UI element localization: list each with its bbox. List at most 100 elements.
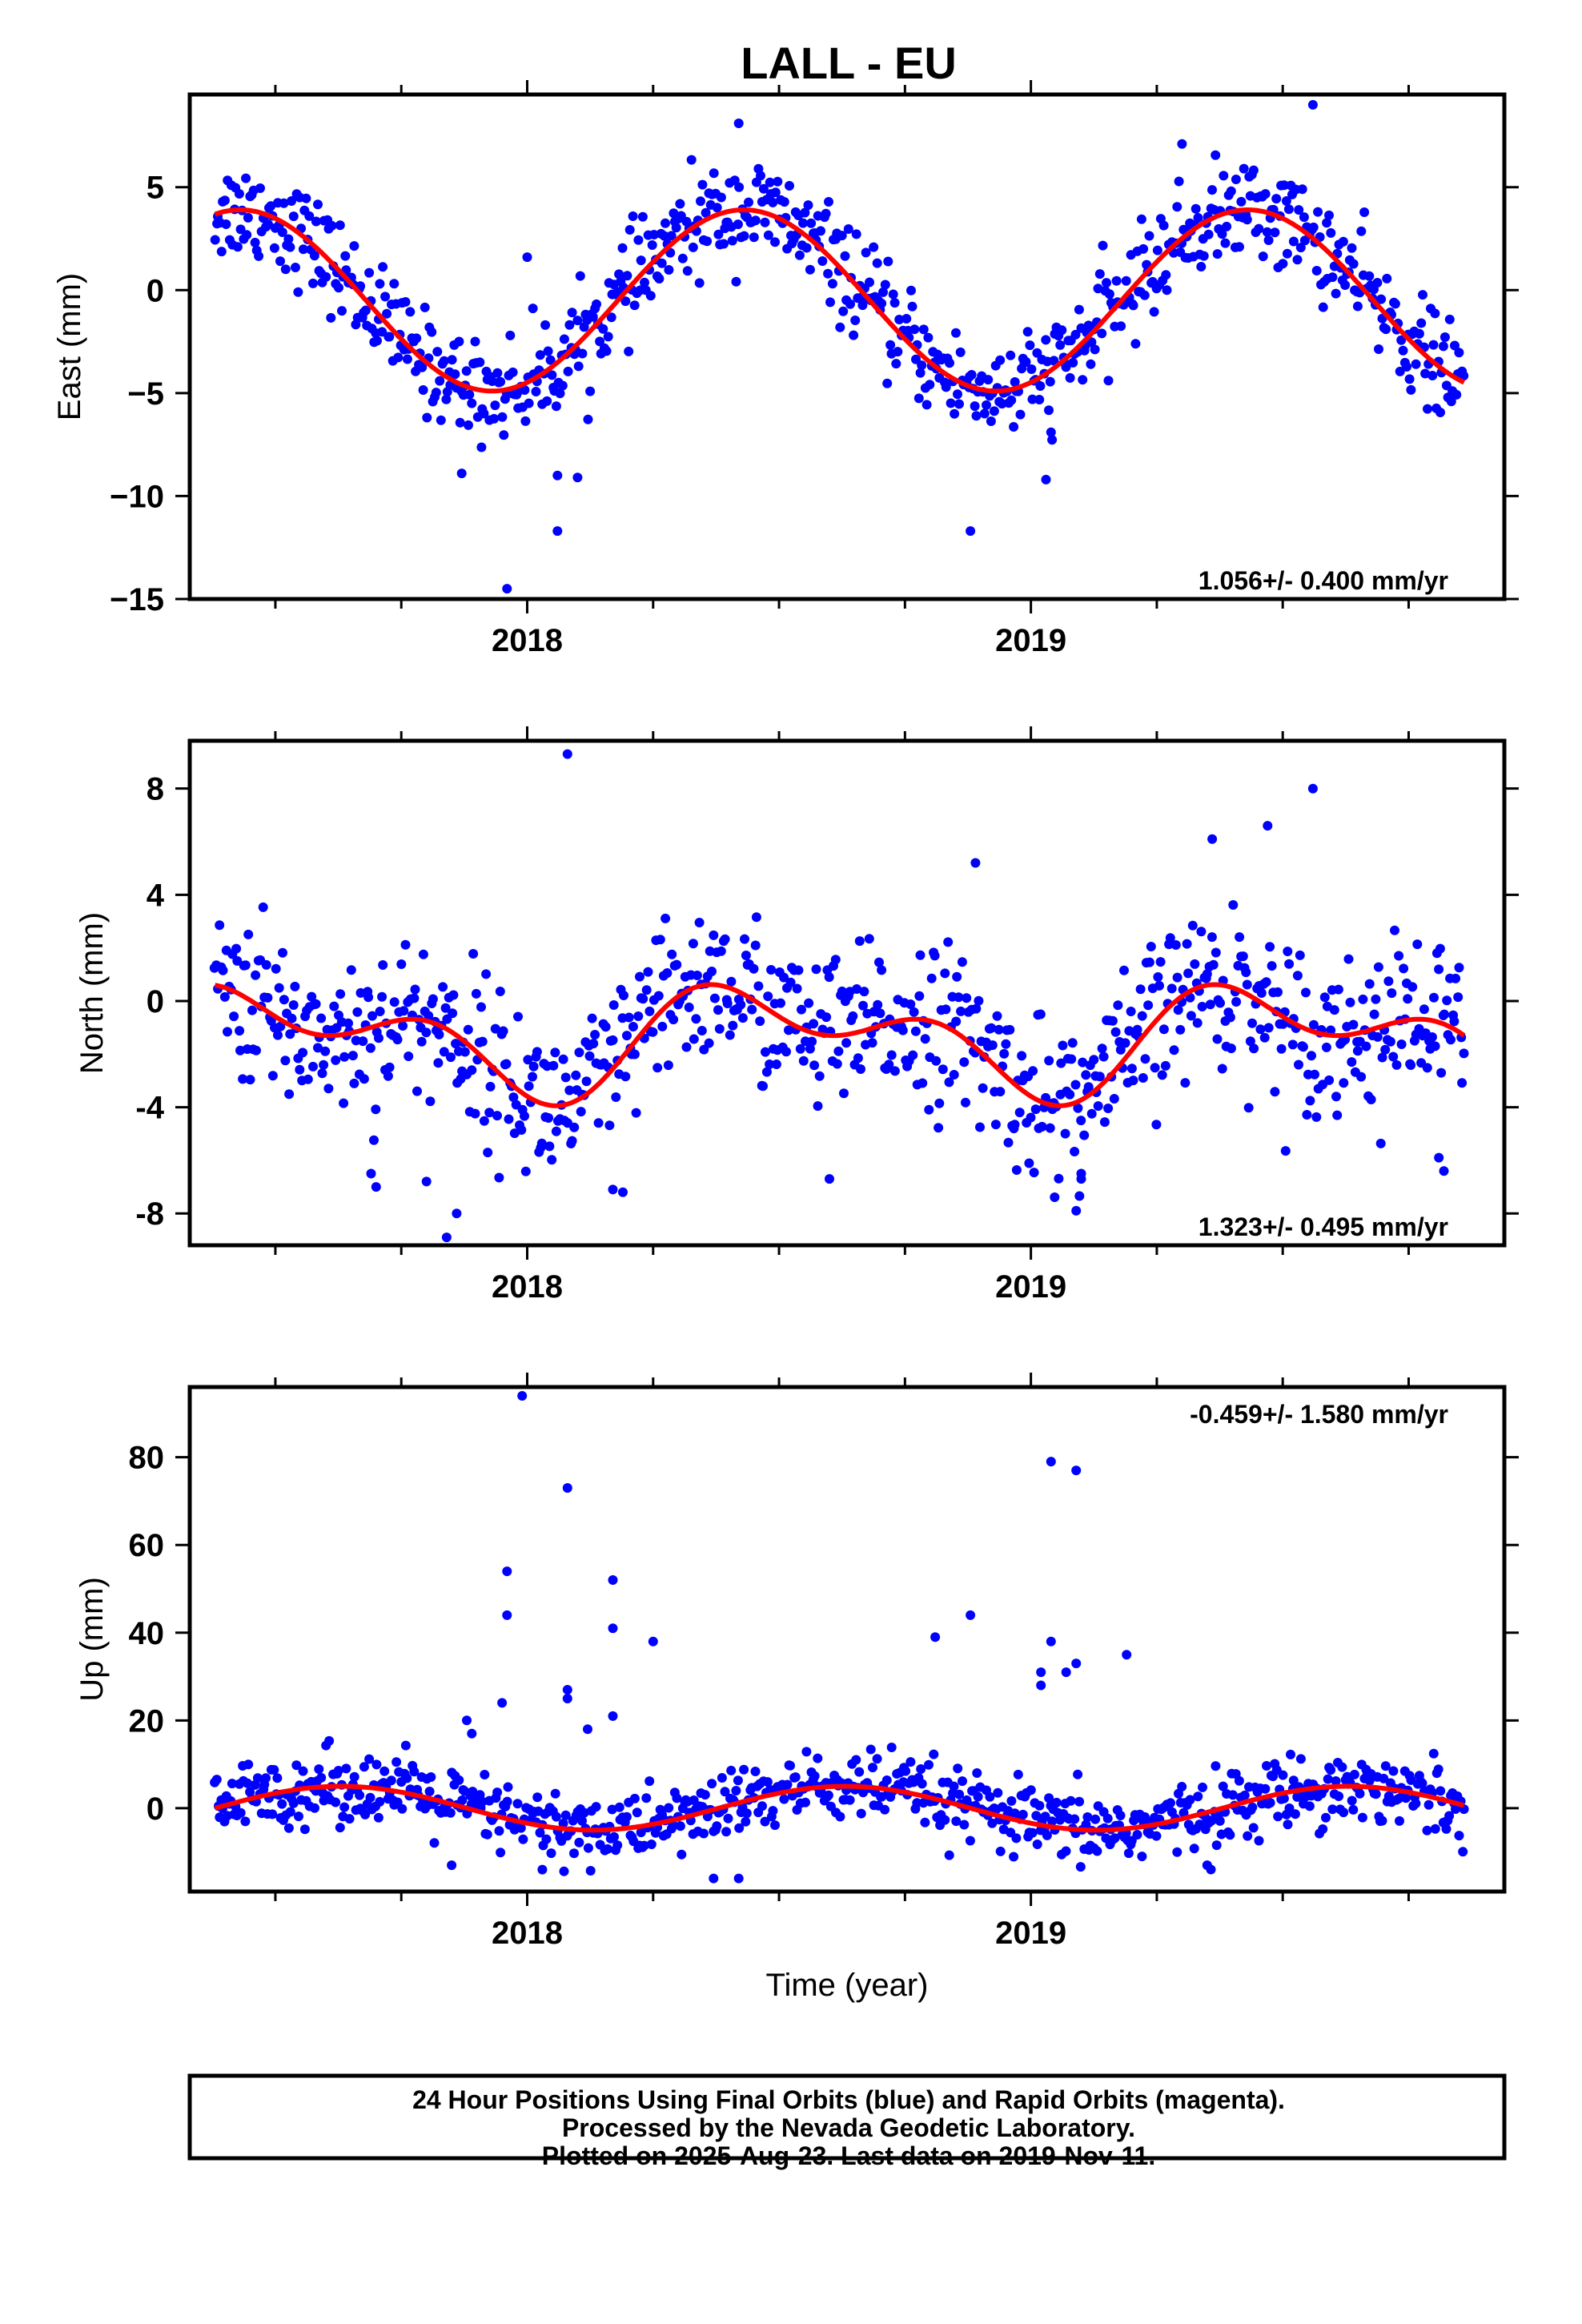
data-point xyxy=(1138,243,1149,254)
data-point xyxy=(878,287,888,297)
data-point xyxy=(365,1792,375,1803)
data-point xyxy=(1404,374,1415,384)
data-point xyxy=(692,971,702,980)
data-point xyxy=(869,242,879,252)
data-point xyxy=(734,182,745,192)
data-point-outlier xyxy=(371,1182,381,1192)
data-point xyxy=(335,220,345,231)
data-point xyxy=(1128,300,1138,311)
data-point xyxy=(953,1763,963,1774)
data-point xyxy=(672,959,682,970)
data-point xyxy=(1211,947,1221,958)
data-point xyxy=(1154,980,1164,991)
data-point xyxy=(773,176,783,187)
east-panel: 2018 2019 5 0 −5 −10 −15 East (mm) 1.056+/- 0.40… xyxy=(52,80,1519,658)
data-point-outlier xyxy=(467,1728,477,1739)
data-point xyxy=(608,1035,618,1045)
data-point xyxy=(633,235,644,245)
y-tick-label: 20 xyxy=(129,1703,165,1739)
y-tick-label: 0 xyxy=(147,984,164,1019)
data-point xyxy=(995,355,1006,365)
data-point xyxy=(544,1141,555,1152)
data-point xyxy=(1343,954,1354,964)
data-point xyxy=(479,1116,489,1126)
data-point xyxy=(1225,1830,1235,1840)
data-point xyxy=(1151,1120,1162,1130)
data-point xyxy=(1297,184,1307,195)
data-point xyxy=(1185,1795,1195,1805)
data-point xyxy=(905,999,916,1009)
data-point xyxy=(245,1075,255,1085)
data-point xyxy=(518,1834,528,1844)
data-point xyxy=(785,1760,795,1771)
data-point xyxy=(559,1866,569,1876)
data-point xyxy=(1178,1807,1189,1818)
data-point xyxy=(600,1022,611,1032)
data-point xyxy=(251,970,261,980)
data-point xyxy=(258,902,268,912)
data-point xyxy=(1010,1120,1020,1130)
data-point xyxy=(263,219,273,230)
data-point xyxy=(219,195,230,206)
data-point xyxy=(766,965,777,975)
data-point xyxy=(882,378,893,388)
data-point xyxy=(360,305,371,316)
data-point xyxy=(1331,1092,1341,1102)
data-point xyxy=(894,315,905,324)
data-point xyxy=(433,1058,444,1068)
data-point xyxy=(1422,1825,1432,1835)
data-point xyxy=(809,1019,819,1029)
data-point xyxy=(920,1034,930,1044)
y-axis-label: Up (mm) xyxy=(74,1577,110,1702)
data-point xyxy=(1126,1063,1137,1074)
data-point xyxy=(839,1088,849,1099)
data-point xyxy=(1225,1012,1235,1023)
data-point xyxy=(1321,1812,1331,1823)
data-point xyxy=(548,1060,559,1071)
data-point xyxy=(888,289,898,300)
data-point xyxy=(359,1762,369,1772)
data-point xyxy=(278,947,287,958)
data-point xyxy=(1326,1765,1336,1775)
data-point xyxy=(1037,1121,1047,1132)
data-point xyxy=(308,1061,318,1072)
data-point xyxy=(1193,213,1203,223)
data-point xyxy=(1045,1123,1055,1133)
data-point xyxy=(261,959,271,970)
data-point xyxy=(1334,1791,1344,1801)
data-point xyxy=(843,224,853,234)
data-point xyxy=(648,230,659,239)
data-point xyxy=(464,389,475,400)
data-point xyxy=(252,1773,263,1783)
data-point xyxy=(931,1055,942,1066)
data-point xyxy=(271,963,281,974)
data-point xyxy=(235,1045,245,1055)
data-point xyxy=(541,1834,552,1844)
data-point xyxy=(564,1085,575,1096)
data-point xyxy=(652,1063,663,1073)
data-point xyxy=(1418,290,1427,300)
data-point xyxy=(637,211,648,222)
data-point xyxy=(375,1007,385,1016)
up-panel: 2018 2019 80 60 40 20 0 Up (mm) Time (year) -0.45… xyxy=(74,1373,1519,2003)
data-point xyxy=(709,930,719,940)
data-point xyxy=(920,1817,930,1827)
data-point xyxy=(1110,1027,1121,1037)
data-point xyxy=(1279,180,1289,191)
data-point xyxy=(250,237,260,247)
data-point xyxy=(858,1000,868,1011)
data-point xyxy=(1374,344,1383,354)
data-point xyxy=(1081,1819,1091,1830)
data-point xyxy=(1172,972,1182,983)
data-point xyxy=(1169,1045,1179,1055)
data-point xyxy=(1399,963,1409,974)
data-point xyxy=(429,1838,440,1848)
data-point xyxy=(1157,1070,1167,1080)
data-point xyxy=(1099,1117,1110,1128)
data-point xyxy=(1073,1769,1083,1779)
data-point-outlier xyxy=(1177,139,1187,149)
data-point xyxy=(643,967,653,977)
data-point xyxy=(1056,1058,1066,1068)
data-point xyxy=(1361,1041,1371,1051)
data-point xyxy=(311,999,321,1009)
